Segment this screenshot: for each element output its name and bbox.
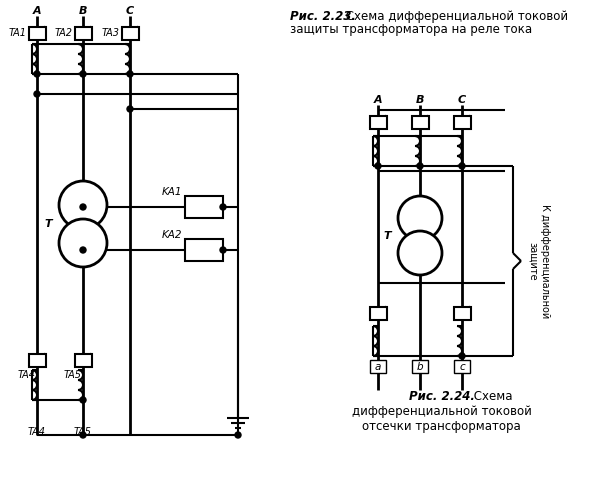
Text: TA3: TA3 bbox=[101, 28, 120, 38]
Circle shape bbox=[235, 432, 241, 438]
Text: К дифференциальной
защите: К дифференциальной защите bbox=[528, 204, 550, 318]
Circle shape bbox=[80, 71, 86, 77]
Circle shape bbox=[80, 432, 86, 438]
Circle shape bbox=[80, 247, 86, 253]
Bar bbox=[370, 360, 386, 373]
Bar bbox=[75, 354, 92, 367]
Circle shape bbox=[59, 219, 107, 267]
Text: TA4: TA4 bbox=[28, 427, 46, 437]
Text: Схема: Схема bbox=[469, 390, 512, 403]
Bar bbox=[411, 116, 428, 129]
Text: TA2: TA2 bbox=[54, 28, 73, 38]
Bar bbox=[370, 116, 387, 129]
Bar bbox=[122, 26, 139, 40]
Text: защиты трансформатора на реле тока: защиты трансформатора на реле тока bbox=[290, 23, 532, 36]
Text: T: T bbox=[383, 230, 391, 240]
Text: TA4: TA4 bbox=[18, 369, 35, 380]
Circle shape bbox=[220, 247, 226, 253]
Bar bbox=[453, 306, 470, 319]
Bar bbox=[454, 360, 470, 373]
Text: Рис. 2.24.: Рис. 2.24. bbox=[409, 390, 474, 403]
Circle shape bbox=[459, 353, 465, 359]
Circle shape bbox=[80, 204, 86, 210]
Circle shape bbox=[80, 397, 86, 403]
Text: TA5: TA5 bbox=[74, 427, 92, 437]
Circle shape bbox=[459, 163, 465, 169]
Bar bbox=[185, 196, 223, 218]
Text: T: T bbox=[45, 219, 52, 229]
Text: KA2: KA2 bbox=[161, 230, 182, 240]
Circle shape bbox=[220, 204, 226, 210]
Text: A: A bbox=[374, 95, 382, 105]
Text: TA5: TA5 bbox=[64, 369, 81, 380]
Text: дифференциальной токовой: дифференциальной токовой bbox=[351, 405, 532, 418]
Text: c: c bbox=[459, 361, 465, 371]
Bar bbox=[412, 360, 428, 373]
Circle shape bbox=[34, 71, 40, 77]
Text: C: C bbox=[458, 95, 466, 105]
Circle shape bbox=[398, 196, 442, 240]
Circle shape bbox=[127, 71, 133, 77]
Circle shape bbox=[34, 91, 40, 97]
Text: Схема дифференциальной токовой: Схема дифференциальной токовой bbox=[342, 10, 568, 23]
Text: b: b bbox=[417, 361, 423, 371]
Text: TA1: TA1 bbox=[9, 28, 26, 38]
Text: Рис. 2.23.: Рис. 2.23. bbox=[290, 10, 356, 23]
Circle shape bbox=[375, 163, 381, 169]
Text: A: A bbox=[32, 6, 42, 16]
Bar bbox=[29, 26, 45, 40]
Text: B: B bbox=[415, 95, 424, 105]
Bar bbox=[370, 306, 387, 319]
Text: C: C bbox=[126, 6, 134, 16]
Circle shape bbox=[127, 106, 133, 112]
Text: KA1: KA1 bbox=[161, 187, 182, 197]
Bar bbox=[75, 26, 92, 40]
Circle shape bbox=[398, 231, 442, 275]
Circle shape bbox=[417, 163, 423, 169]
Text: a: a bbox=[375, 361, 381, 371]
Bar bbox=[453, 116, 470, 129]
Bar bbox=[185, 239, 223, 261]
Text: B: B bbox=[79, 6, 87, 16]
Text: отсечки трансформатора: отсечки трансформатора bbox=[362, 420, 521, 433]
Bar bbox=[29, 354, 45, 367]
Circle shape bbox=[59, 181, 107, 229]
